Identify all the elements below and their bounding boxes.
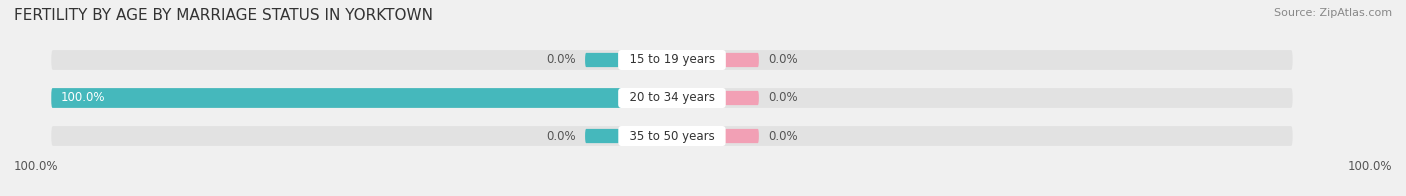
- FancyBboxPatch shape: [585, 129, 672, 143]
- Text: 20 to 34 years: 20 to 34 years: [621, 92, 723, 104]
- FancyBboxPatch shape: [585, 91, 672, 105]
- FancyBboxPatch shape: [672, 129, 759, 143]
- Text: 15 to 19 years: 15 to 19 years: [621, 54, 723, 66]
- Text: 0.0%: 0.0%: [546, 54, 576, 66]
- Text: Source: ZipAtlas.com: Source: ZipAtlas.com: [1274, 8, 1392, 18]
- FancyBboxPatch shape: [51, 126, 1292, 146]
- Text: 100.0%: 100.0%: [14, 160, 59, 173]
- Text: 0.0%: 0.0%: [768, 92, 797, 104]
- Text: 100.0%: 100.0%: [60, 92, 105, 104]
- Text: 100.0%: 100.0%: [1347, 160, 1392, 173]
- Text: 0.0%: 0.0%: [768, 130, 797, 142]
- Text: FERTILITY BY AGE BY MARRIAGE STATUS IN YORKTOWN: FERTILITY BY AGE BY MARRIAGE STATUS IN Y…: [14, 8, 433, 23]
- FancyBboxPatch shape: [51, 50, 1292, 70]
- FancyBboxPatch shape: [51, 88, 1292, 108]
- FancyBboxPatch shape: [672, 53, 759, 67]
- Text: 35 to 50 years: 35 to 50 years: [621, 130, 723, 142]
- Text: 0.0%: 0.0%: [546, 130, 576, 142]
- Text: 0.0%: 0.0%: [768, 54, 797, 66]
- FancyBboxPatch shape: [672, 91, 759, 105]
- FancyBboxPatch shape: [51, 88, 672, 108]
- FancyBboxPatch shape: [585, 53, 672, 67]
